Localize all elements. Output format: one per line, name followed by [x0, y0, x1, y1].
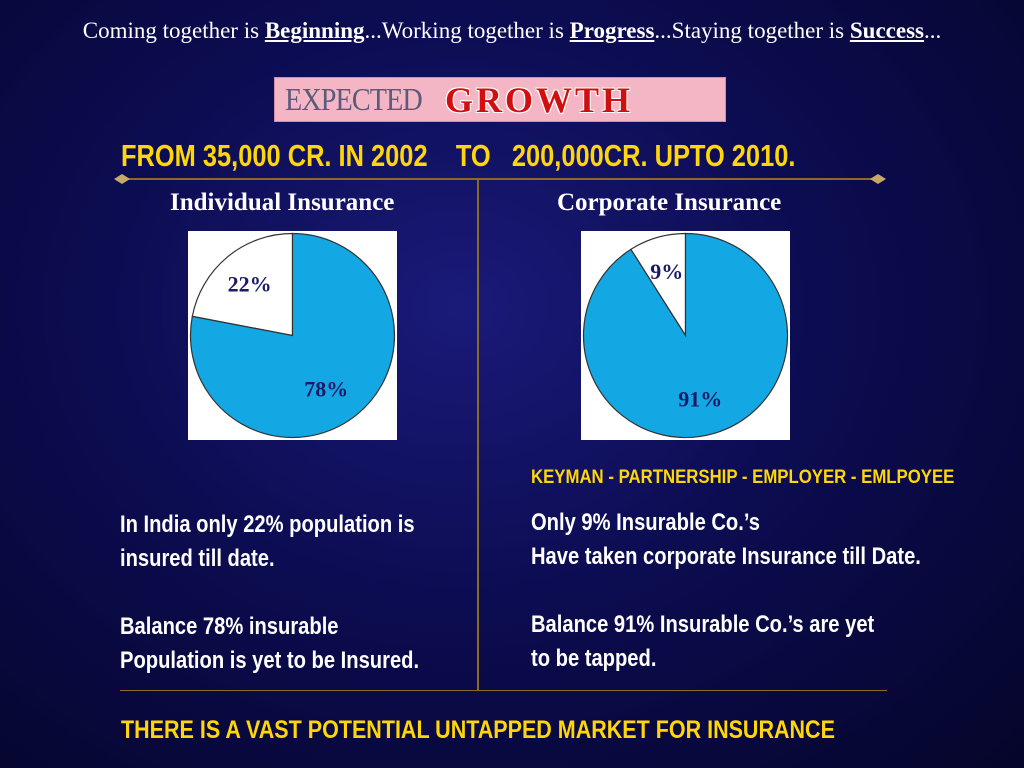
individual-insurance-title: Individual Insurance [170, 189, 395, 216]
column-divider [477, 179, 479, 691]
keyman-partnership-line: KEYMAN - PARTNERSHIP - EMPLOYER - EMLPOY… [531, 466, 955, 488]
corporate-insurance-pie-chart: 9% 91% [581, 231, 790, 440]
individual-text-line-3: Balance 78% insurable [120, 613, 339, 640]
pie-1-label-1: 91% [678, 386, 722, 411]
headline-divider-arrow [114, 174, 886, 184]
tagline-part-4: ... [924, 18, 942, 43]
tagline-word-progress: Progress [569, 18, 655, 43]
individual-text-line-4: Population is yet to be Insured. [120, 647, 420, 674]
individual-insurance-description: In India only 22% population is insured … [120, 508, 419, 678]
tagline-part-1: Coming together is [82, 18, 265, 43]
pie-0-label-1: 78% [304, 376, 348, 401]
corporate-insurance-title: Corporate Insurance [557, 189, 782, 216]
individual-pie-svg: 22% 78% [189, 232, 396, 439]
pie-0-slice-0 [191, 232, 294, 337]
banner-growth-text: GROWTH [445, 79, 634, 120]
pie-1-slice-1 [582, 232, 789, 439]
bottom-market-message: THERE IS A VAST POTENTIAL UNTAPPED MARKE… [121, 716, 835, 744]
tagline-word-beginning: Beginning [264, 18, 365, 43]
divider-right-diamond [870, 174, 886, 184]
banner-expected-text: EXPECTED [285, 81, 423, 117]
tagline-part-3: ...Staying together is [654, 18, 850, 43]
tagline-part-2: ...Working together is [364, 18, 570, 43]
individual-text-line-1: In India only 22% population is [120, 511, 415, 538]
pie-0-label-0: 22% [228, 272, 272, 297]
corporate-pie-svg: 9% 91% [582, 232, 789, 439]
growth-headline: FROM 35,000 CR. IN 2002 TO 200,000CR. UP… [121, 138, 796, 173]
corporate-text-line-1: Only 9% Insurable Co.’s [531, 509, 760, 536]
individual-text-line-2: insured till date. [120, 545, 275, 572]
corporate-text-line-2: Have taken corporate Insurance till Date… [531, 543, 921, 570]
corporate-text-line-4: to be tapped. [531, 645, 657, 672]
corporate-text-line-3: Balance 91% Insurable Co.’s are yet [531, 611, 875, 638]
bottom-divider [120, 690, 887, 691]
corporate-insurance-description: Only 9% Insurable Co.’s Have taken corpo… [531, 506, 921, 676]
individual-insurance-pie-chart: 22% 78% [188, 231, 397, 440]
expected-growth-banner: EXPECTED GROWTH [274, 77, 726, 122]
tagline: Coming together is Beginning...Working t… [0, 18, 1024, 44]
pie-0-slice-1 [189, 232, 396, 439]
tagline-word-success: Success [849, 18, 925, 43]
pie-1-label-0: 9% [650, 259, 683, 284]
divider-left-diamond [114, 174, 130, 184]
